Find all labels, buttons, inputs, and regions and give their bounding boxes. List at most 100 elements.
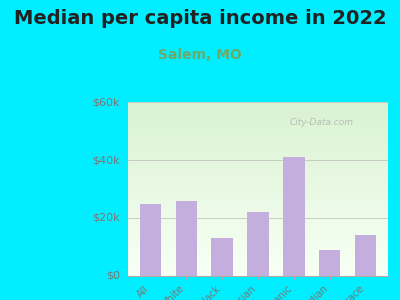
Bar xyxy=(128,188,388,189)
Bar xyxy=(128,124,388,125)
Bar xyxy=(128,108,388,109)
Bar xyxy=(128,104,388,105)
Bar xyxy=(128,202,388,203)
Bar xyxy=(128,265,388,266)
Bar xyxy=(128,237,388,238)
Bar xyxy=(128,169,388,170)
Bar xyxy=(128,114,388,115)
Bar xyxy=(128,214,388,215)
Bar xyxy=(128,180,388,181)
Bar xyxy=(128,197,388,198)
Bar xyxy=(128,102,388,103)
Bar xyxy=(128,236,388,237)
Bar xyxy=(128,191,388,192)
Bar xyxy=(128,267,388,268)
Bar xyxy=(128,273,388,274)
Bar xyxy=(128,240,388,241)
Bar xyxy=(128,260,388,261)
Bar xyxy=(128,115,388,116)
Bar xyxy=(128,207,388,208)
Bar xyxy=(128,256,388,257)
Bar xyxy=(128,146,388,147)
Bar xyxy=(128,270,388,271)
Bar xyxy=(128,246,388,247)
Bar xyxy=(128,129,388,130)
Bar xyxy=(128,183,388,184)
Bar xyxy=(128,251,388,252)
Bar xyxy=(128,159,388,160)
Bar xyxy=(128,136,388,137)
Bar xyxy=(128,143,388,144)
Bar xyxy=(283,157,304,276)
Bar xyxy=(128,162,388,163)
Bar xyxy=(128,230,388,231)
Bar xyxy=(128,141,388,142)
Bar xyxy=(128,149,388,150)
Bar xyxy=(128,199,388,200)
Bar xyxy=(128,272,388,273)
Bar xyxy=(128,158,388,159)
Bar xyxy=(128,161,388,162)
Bar xyxy=(128,257,388,258)
Bar xyxy=(128,203,388,204)
Bar xyxy=(128,125,388,126)
Bar xyxy=(128,195,388,196)
Bar xyxy=(128,182,388,183)
Bar xyxy=(128,192,388,193)
Bar xyxy=(128,211,388,212)
Bar xyxy=(128,250,388,251)
Bar xyxy=(128,122,388,123)
Bar xyxy=(128,264,388,265)
Bar xyxy=(128,227,388,228)
Text: $20k: $20k xyxy=(92,213,120,223)
Bar xyxy=(128,137,388,138)
Bar xyxy=(128,186,388,187)
Bar xyxy=(128,233,388,234)
Bar xyxy=(128,216,388,217)
Bar xyxy=(128,181,388,182)
Bar xyxy=(128,142,388,143)
Bar xyxy=(247,212,269,276)
Bar xyxy=(128,205,388,206)
Bar xyxy=(128,232,388,233)
Text: $40k: $40k xyxy=(92,155,120,165)
Bar xyxy=(128,140,388,141)
Bar xyxy=(128,193,388,194)
Bar xyxy=(128,210,388,211)
Bar xyxy=(128,263,388,264)
Bar xyxy=(128,208,388,209)
Bar xyxy=(128,165,388,166)
Bar xyxy=(128,170,388,171)
Bar xyxy=(128,222,388,223)
Bar xyxy=(128,261,388,262)
Bar xyxy=(128,254,388,255)
Bar xyxy=(128,118,388,119)
Bar xyxy=(128,167,388,168)
Bar xyxy=(128,223,388,224)
Bar xyxy=(128,238,388,239)
Bar xyxy=(128,148,388,149)
Bar xyxy=(128,164,388,165)
Bar xyxy=(128,153,388,154)
Bar xyxy=(128,176,388,177)
Bar xyxy=(128,219,388,220)
Bar xyxy=(128,168,388,169)
Bar xyxy=(128,258,388,259)
Bar xyxy=(128,234,388,235)
Bar xyxy=(128,156,388,157)
Bar xyxy=(128,131,388,132)
Bar xyxy=(140,203,161,276)
Bar xyxy=(128,119,388,120)
Bar xyxy=(128,189,388,190)
Bar xyxy=(128,217,388,218)
Bar xyxy=(128,134,388,135)
Bar xyxy=(128,226,388,227)
Bar xyxy=(128,133,388,134)
Bar xyxy=(128,262,388,263)
Bar xyxy=(176,201,197,276)
Bar xyxy=(128,255,388,256)
Bar xyxy=(128,157,388,158)
Bar xyxy=(128,212,388,213)
Bar xyxy=(128,244,388,245)
Bar xyxy=(128,221,388,222)
